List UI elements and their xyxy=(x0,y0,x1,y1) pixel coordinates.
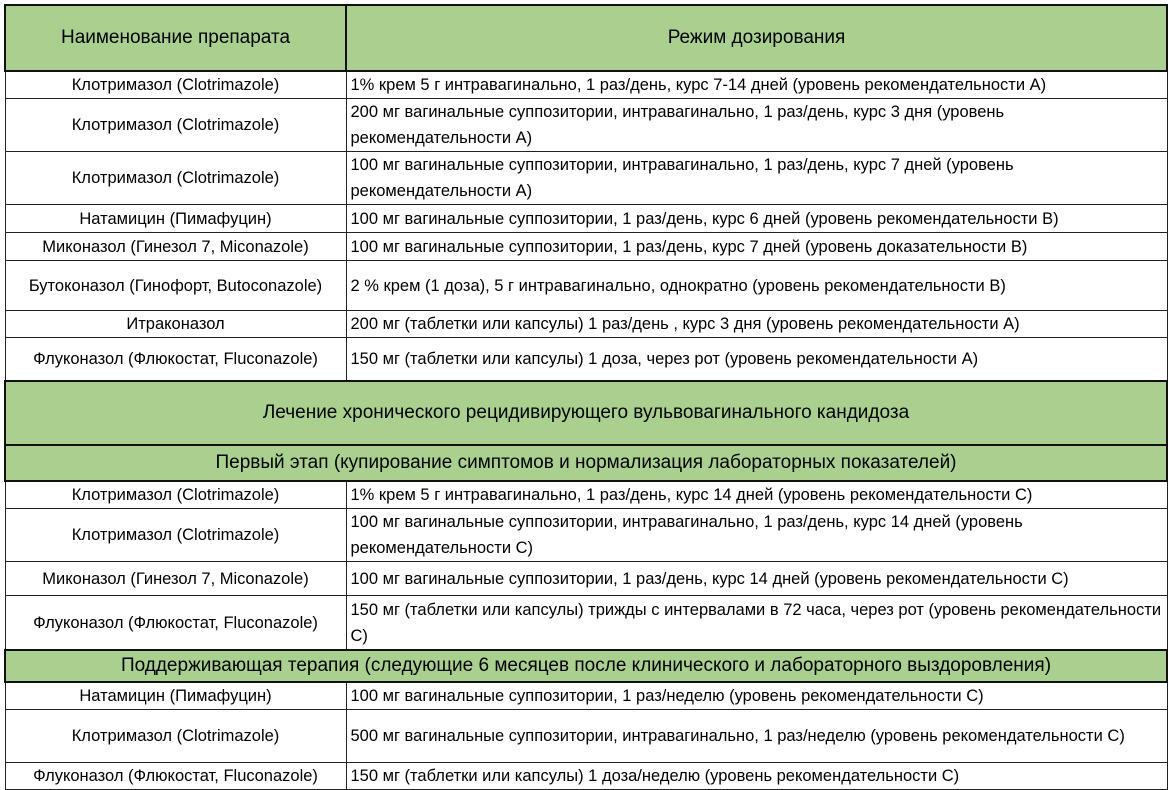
drug-name: Миконазол (Гинезол 7, Miconazole) xyxy=(4,232,347,261)
dosage-regimen: 100 мг вагинальные суппозитории, 1 раз/д… xyxy=(345,204,1168,233)
drug-name: Натамицин (Пимафуцин) xyxy=(4,204,347,233)
stage2-section-title: Поддерживающая терапия (следующие 6 меся… xyxy=(4,649,1168,683)
dosage-regimen: 100 мг вагинальные суппозитории, интрава… xyxy=(345,508,1168,562)
table-row: Итраконазол 200 мг (таблетки или капсулы)… xyxy=(4,310,1168,338)
table-row: Натамицин (Пимафуцин) 100 мг вагинальные … xyxy=(4,204,1168,233)
table-row: Клотримазол (Clotrimazole) 100 мг вагинал… xyxy=(4,508,1168,562)
dosage-regimen: 200 мг (таблетки или капсулы) 1 раз/день… xyxy=(345,310,1168,338)
dosage-regimen: 1% крем 5 г интравагинально, 1 раз/день,… xyxy=(345,70,1168,99)
dosage-table: Наименование препарата Режим дозирования… xyxy=(4,4,1168,790)
dosage-regimen: 100 мг вагинальные суппозитории, интрава… xyxy=(345,151,1168,205)
stage2-section: Поддерживающая терапия (следующие 6 меся… xyxy=(4,649,1168,683)
chronic-section: Лечение хронического рецидивирующего вул… xyxy=(4,380,1168,446)
table-row: Флуконазол (Флюкостат, Fluconazole) 150 м… xyxy=(4,762,1168,790)
drug-name: Флуконазол (Флюкостат, Fluconazole) xyxy=(4,595,347,651)
stage1-section-title: Первый этап (купирование симптомов и нор… xyxy=(4,444,1168,482)
header-row: Наименование препарата Режим дозирования xyxy=(4,4,1168,72)
dosage-regimen: 500 мг вагинальные суппозитории, интрава… xyxy=(345,709,1168,763)
drug-name: Натамицин (Пимафуцин) xyxy=(4,681,347,710)
stage1-section: Первый этап (купирование симптомов и нор… xyxy=(4,444,1168,482)
drug-name: Итраконазол xyxy=(4,310,347,338)
header-dosage: Режим дозирования xyxy=(345,4,1168,72)
chronic-section-title: Лечение хронического рецидивирующего вул… xyxy=(4,380,1168,446)
drug-name: Миконазол (Гинезол 7, Miconazole) xyxy=(4,561,347,596)
table-row: Бутоконазол (Гинофорт, Butoconazole) 2 % … xyxy=(4,260,1168,311)
dosage-regimen: 1% крем 5 г интравагинально, 1 раз/день,… xyxy=(345,480,1168,509)
dosage-regimen: 100 мг вагинальные суппозитории, 1 раз/д… xyxy=(345,561,1168,596)
dosage-regimen: 200 мг вагинальные суппозитории, интрава… xyxy=(345,98,1168,152)
table-row: Миконазол (Гинезол 7, Miconazole) 100 мг … xyxy=(4,561,1168,596)
dosage-regimen: 150 мг (таблетки или капсулы) трижды с и… xyxy=(345,595,1168,651)
drug-name: Клотримазол (Clotrimazole) xyxy=(4,709,347,763)
dosage-regimen: 100 мг вагинальные суппозитории, 1 раз/д… xyxy=(345,232,1168,261)
header-drug-name: Наименование препарата xyxy=(4,4,347,72)
drug-name: Флуконазол (Флюкостат, Fluconazole) xyxy=(4,762,347,790)
drug-name: Клотримазол (Clotrimazole) xyxy=(4,508,347,562)
dosage-regimen: 150 мг (таблетки или капсулы) 1 доза/нед… xyxy=(345,762,1168,790)
drug-name: Клотримазол (Clotrimazole) xyxy=(4,151,347,205)
table-row: Клотримазол (Clotrimazole) 1% крем 5 г ин… xyxy=(4,70,1168,99)
dosage-regimen: 100 мг вагинальные суппозитории, 1 раз/н… xyxy=(345,681,1168,710)
drug-name: Бутоконазол (Гинофорт, Butoconazole) xyxy=(4,260,347,311)
table-row: Миконазол (Гинезол 7, Miconazole) 100 мг … xyxy=(4,232,1168,261)
table-row: Флуконазол (Флюкостат, Fluconazole) 150 м… xyxy=(4,595,1168,651)
drug-name: Клотримазол (Clotrimazole) xyxy=(4,70,347,99)
table-row: Клотримазол (Clotrimazole) 1% крем 5 г ин… xyxy=(4,480,1168,509)
dosage-regimen: 150 мг (таблетки или капсулы) 1 доза, че… xyxy=(345,337,1168,382)
drug-name: Клотримазол (Clotrimazole) xyxy=(4,98,347,152)
table-row: Клотримазол (Clotrimazole) 100 мг вагинал… xyxy=(4,151,1168,205)
dosage-regimen: 2 % крем (1 доза), 5 г интравагинально, … xyxy=(345,260,1168,311)
drug-name: Клотримазол (Clotrimazole) xyxy=(4,480,347,509)
table-row: Флуконазол (Флюкостат, Fluconazole) 150 м… xyxy=(4,337,1168,382)
drug-name: Флуконазол (Флюкостат, Fluconazole) xyxy=(4,337,347,382)
table-row: Натамицин (Пимафуцин) 100 мг вагинальные … xyxy=(4,681,1168,710)
table-row: Клотримазол (Clotrimazole) 500 мг вагинал… xyxy=(4,709,1168,763)
table-row: Клотримазол (Clotrimazole) 200 мг вагинал… xyxy=(4,98,1168,152)
